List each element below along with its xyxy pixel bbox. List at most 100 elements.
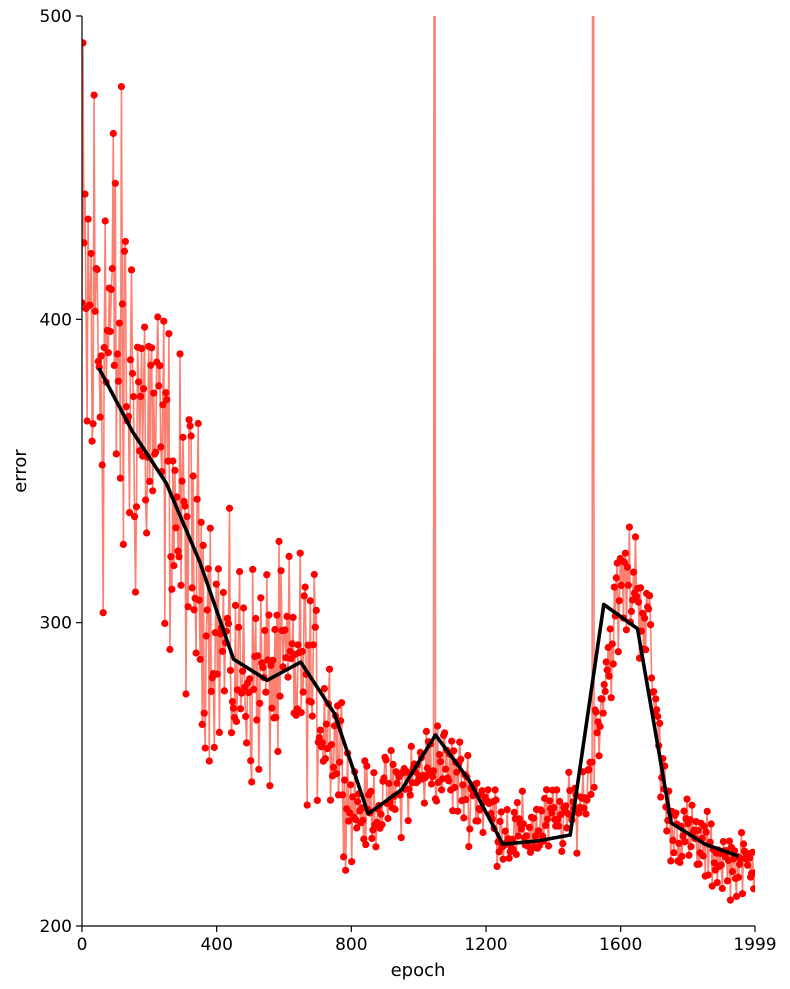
raw-error-point xyxy=(93,265,101,274)
raw-error-point xyxy=(341,776,349,784)
raw-error-point xyxy=(284,673,292,681)
raw-error-point xyxy=(147,361,155,369)
raw-error-point xyxy=(113,350,121,358)
raw-error-point xyxy=(237,705,245,713)
raw-error-point xyxy=(694,826,702,835)
smoothed-series xyxy=(97,367,740,858)
raw-error-point xyxy=(713,879,721,887)
raw-error-point xyxy=(172,524,180,532)
raw-error-point xyxy=(393,779,401,787)
raw-error-point xyxy=(349,793,357,801)
raw-error-point xyxy=(667,857,675,865)
raw-error-point xyxy=(683,795,691,803)
raw-error-point xyxy=(294,641,302,649)
raw-error-point xyxy=(703,807,711,816)
raw-error-point xyxy=(474,817,482,825)
raw-error-point xyxy=(136,447,144,455)
raw-error-point xyxy=(622,626,631,634)
raw-error-point xyxy=(100,344,108,352)
raw-error-point xyxy=(219,588,227,597)
x-tick-label: 400 xyxy=(200,935,232,955)
raw-error-point xyxy=(734,873,743,881)
raw-error-point xyxy=(248,778,256,786)
raw-error-point xyxy=(226,666,235,675)
raw-error-point xyxy=(83,417,91,425)
raw-error-point xyxy=(110,361,118,369)
raw-error-point xyxy=(232,717,241,726)
raw-error-point xyxy=(725,837,734,845)
raw-error-point xyxy=(171,466,179,474)
raw-error-point xyxy=(204,565,212,573)
raw-error-point xyxy=(347,781,355,789)
raw-error-point xyxy=(257,594,265,602)
raw-error-point xyxy=(681,838,689,846)
raw-error-point xyxy=(404,817,412,825)
raw-error-point xyxy=(450,747,458,755)
raw-error-point xyxy=(300,592,308,600)
raw-error-point xyxy=(311,623,319,631)
raw-error-point xyxy=(303,801,311,809)
raw-error-point xyxy=(457,755,465,763)
raw-error-point xyxy=(214,565,222,573)
raw-error-point xyxy=(732,892,741,901)
raw-error-point xyxy=(623,563,632,571)
raw-error-point xyxy=(99,609,107,617)
raw-error-point xyxy=(384,814,392,823)
raw-error-point xyxy=(478,787,486,795)
raw-error-point xyxy=(585,766,593,774)
raw-error-point xyxy=(239,667,247,675)
raw-error-point xyxy=(612,574,620,582)
raw-error-point xyxy=(663,827,671,835)
raw-error-point xyxy=(332,770,341,778)
raw-error-point xyxy=(627,607,636,616)
raw-error-point xyxy=(437,758,445,766)
raw-error-point xyxy=(143,529,151,537)
raw-error-point xyxy=(609,660,617,668)
raw-error-point xyxy=(228,698,237,706)
raw-error-point xyxy=(140,385,148,393)
raw-error-point xyxy=(254,652,262,660)
raw-error-point xyxy=(600,681,608,689)
raw-error-point xyxy=(169,457,177,465)
raw-error-point xyxy=(269,656,277,664)
raw-error-point xyxy=(543,786,551,794)
raw-error-point xyxy=(737,829,746,837)
raw-error-point xyxy=(438,786,446,794)
raw-error-point xyxy=(271,625,279,634)
raw-error-point xyxy=(184,603,192,611)
raw-error-point xyxy=(256,699,264,707)
raw-error-point xyxy=(464,751,472,760)
raw-error-point xyxy=(106,327,114,336)
raw-error-point xyxy=(94,357,102,365)
raw-error-point xyxy=(583,796,591,804)
raw-error-point xyxy=(261,626,269,635)
raw-error-point xyxy=(250,685,258,694)
raw-error-point xyxy=(281,626,289,634)
raw-error-point xyxy=(107,285,115,294)
raw-error-point xyxy=(268,704,276,712)
raw-error-point xyxy=(82,190,89,198)
raw-error-point xyxy=(128,369,137,378)
raw-error-point xyxy=(529,814,538,822)
y-tick-label: 300 xyxy=(40,614,72,634)
raw-error-point xyxy=(460,814,468,822)
raw-error-point xyxy=(197,518,205,526)
raw-error-point xyxy=(298,647,306,656)
raw-error-point xyxy=(313,796,321,805)
raw-error-point xyxy=(614,648,622,656)
raw-error-point xyxy=(185,416,193,424)
raw-error-point xyxy=(405,785,413,793)
raw-error-point xyxy=(562,802,570,810)
raw-error-point xyxy=(368,834,376,843)
raw-error-point xyxy=(605,672,613,680)
raw-error-point xyxy=(155,382,163,390)
raw-error-point xyxy=(680,807,688,815)
raw-error-point xyxy=(164,457,172,465)
raw-error-point xyxy=(329,763,338,771)
raw-error-point xyxy=(686,816,694,824)
raw-error-point xyxy=(194,419,202,428)
raw-error-point xyxy=(588,758,596,766)
raw-error-point xyxy=(592,708,600,716)
raw-error-point xyxy=(548,809,556,817)
raw-error-point xyxy=(336,758,344,766)
